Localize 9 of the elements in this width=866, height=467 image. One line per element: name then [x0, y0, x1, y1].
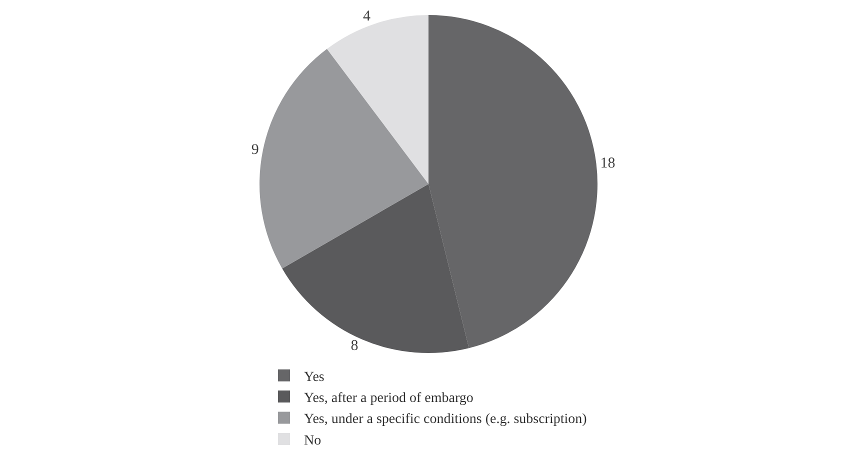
legend-label: Yes, after a period of embargo	[304, 391, 474, 406]
data-label: 4	[362, 8, 371, 24]
data-label: 8	[350, 338, 358, 354]
legend-label: Yes, under a specific conditions (e.g. subscription)	[304, 412, 588, 428]
pie-slice	[260, 48, 428, 268]
data-label: 18	[600, 156, 616, 172]
legend-label: No	[304, 433, 322, 448]
data-label: 9	[251, 142, 259, 158]
legend-label: Yes	[304, 370, 324, 385]
